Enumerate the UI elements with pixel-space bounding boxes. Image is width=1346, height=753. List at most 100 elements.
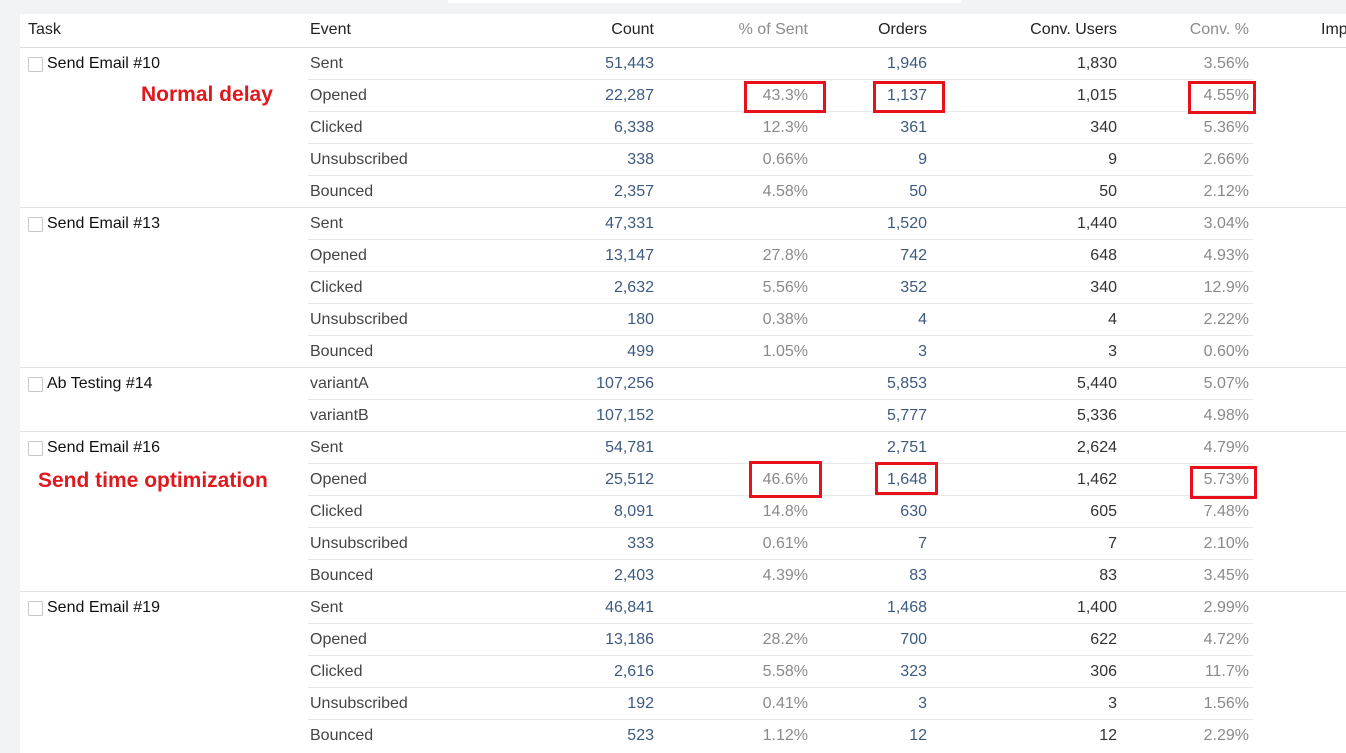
conv-users-cell: 3 bbox=[1108, 695, 1117, 712]
orders-cell[interactable]: 9 bbox=[918, 151, 927, 168]
header-conv-pct[interactable]: Conv. % bbox=[1189, 21, 1249, 38]
count-cell[interactable]: 6,338 bbox=[613, 119, 654, 136]
conv-pct-cell: 2.12% bbox=[1203, 183, 1249, 200]
conv-pct-cell: 4.55% bbox=[1203, 87, 1249, 104]
task-checkbox[interactable] bbox=[28, 216, 43, 232]
orders-cell[interactable]: 742 bbox=[900, 247, 927, 264]
count-cell[interactable]: 333 bbox=[627, 535, 654, 552]
orders-cell[interactable]: 3 bbox=[918, 343, 927, 360]
conv-users-cell: 1,440 bbox=[1076, 215, 1117, 232]
orders-cell[interactable]: 2,751 bbox=[886, 439, 927, 456]
orders-cell[interactable]: 700 bbox=[900, 631, 927, 648]
task-checkbox[interactable] bbox=[28, 376, 43, 392]
count-cell[interactable]: 25,512 bbox=[605, 471, 654, 488]
task-checkbox[interactable] bbox=[28, 56, 43, 72]
conv-users-cell: 2,624 bbox=[1076, 439, 1117, 456]
header-conv-users[interactable]: Conv. Users bbox=[1030, 21, 1117, 38]
task-name[interactable]: Send Email #19 bbox=[47, 599, 160, 616]
row-divider bbox=[308, 239, 1253, 240]
header-orders[interactable]: Orders bbox=[878, 21, 927, 38]
conv-pct-cell: 2.22% bbox=[1203, 311, 1249, 328]
count-cell[interactable]: 2,357 bbox=[613, 183, 654, 200]
orders-cell[interactable]: 50 bbox=[909, 183, 927, 200]
orders-cell[interactable]: 5,853 bbox=[886, 375, 927, 392]
count-cell[interactable]: 54,781 bbox=[605, 439, 654, 456]
orders-cell[interactable]: 5,777 bbox=[886, 407, 927, 424]
conv-users-cell: 9 bbox=[1108, 151, 1117, 168]
event-cell: Unsubscribed bbox=[310, 311, 408, 328]
count-cell[interactable]: 107,256 bbox=[596, 375, 654, 392]
task-checkbox[interactable] bbox=[28, 600, 43, 616]
group-divider bbox=[20, 367, 1346, 368]
count-cell[interactable]: 107,152 bbox=[596, 407, 654, 424]
conv-users-cell: 605 bbox=[1090, 503, 1117, 520]
orders-cell[interactable]: 352 bbox=[900, 279, 927, 296]
pct-of-sent-cell: 27.8% bbox=[762, 247, 808, 264]
task-name[interactable]: Ab Testing #14 bbox=[47, 375, 153, 392]
event-cell: Unsubscribed bbox=[310, 535, 408, 552]
row-divider bbox=[308, 143, 1253, 144]
row-divider bbox=[308, 335, 1253, 336]
orders-cell[interactable]: 1,137 bbox=[886, 87, 927, 104]
conv-pct-cell: 5.36% bbox=[1203, 119, 1249, 136]
pct-of-sent-cell: 14.8% bbox=[762, 503, 808, 520]
conv-users-cell: 7 bbox=[1108, 535, 1117, 552]
event-cell: Bounced bbox=[310, 183, 374, 200]
event-cell: Opened bbox=[310, 87, 367, 104]
task-checkbox[interactable] bbox=[28, 440, 43, 456]
pct-of-sent-cell: 0.61% bbox=[762, 535, 808, 552]
top-bar bbox=[448, 0, 962, 3]
orders-cell[interactable]: 630 bbox=[900, 503, 927, 520]
orders-cell[interactable]: 12 bbox=[909, 727, 927, 744]
count-cell[interactable]: 46,841 bbox=[605, 599, 654, 616]
event-cell: Bounced bbox=[310, 727, 374, 744]
header-event[interactable]: Event bbox=[310, 21, 351, 38]
row-divider bbox=[308, 623, 1253, 624]
header-pct-of-sent[interactable]: % of Sent bbox=[738, 21, 808, 38]
count-cell[interactable]: 13,186 bbox=[605, 631, 654, 648]
orders-cell[interactable]: 1,520 bbox=[886, 215, 927, 232]
pct-of-sent-cell: 0.41% bbox=[762, 695, 808, 712]
orders-cell[interactable]: 1,468 bbox=[886, 599, 927, 616]
events-table: Task Event Count % of Sent Orders Conv. … bbox=[20, 14, 1346, 753]
orders-cell[interactable]: 361 bbox=[900, 119, 927, 136]
orders-cell[interactable]: 7 bbox=[918, 535, 927, 552]
pct-of-sent-cell: 5.58% bbox=[762, 663, 808, 680]
count-cell[interactable]: 8,091 bbox=[613, 503, 654, 520]
count-cell[interactable]: 499 bbox=[627, 343, 654, 360]
orders-cell[interactable]: 83 bbox=[909, 567, 927, 584]
task-name[interactable]: Send Email #10 bbox=[47, 55, 160, 72]
conv-pct-cell: 4.79% bbox=[1203, 439, 1249, 456]
count-cell[interactable]: 2,632 bbox=[613, 279, 654, 296]
count-cell[interactable]: 22,287 bbox=[605, 87, 654, 104]
count-cell[interactable]: 338 bbox=[627, 151, 654, 168]
orders-cell[interactable]: 4 bbox=[918, 311, 927, 328]
orders-cell[interactable]: 3 bbox=[918, 695, 927, 712]
group-divider bbox=[20, 591, 1346, 592]
conv-users-cell: 5,336 bbox=[1076, 407, 1117, 424]
task-cell: Ab Testing #14 bbox=[28, 368, 153, 400]
count-cell[interactable]: 523 bbox=[627, 727, 654, 744]
header-count[interactable]: Count bbox=[611, 21, 654, 38]
count-cell[interactable]: 2,616 bbox=[613, 663, 654, 680]
orders-cell[interactable]: 1,648 bbox=[886, 471, 927, 488]
count-cell[interactable]: 192 bbox=[627, 695, 654, 712]
conv-users-cell: 306 bbox=[1090, 663, 1117, 680]
count-cell[interactable]: 2,403 bbox=[613, 567, 654, 584]
task-name[interactable]: Send Email #16 bbox=[47, 439, 160, 456]
conv-users-cell: 648 bbox=[1090, 247, 1117, 264]
conv-pct-cell: 2.99% bbox=[1203, 599, 1249, 616]
event-cell: Opened bbox=[310, 631, 367, 648]
orders-cell[interactable]: 1,946 bbox=[886, 55, 927, 72]
task-name[interactable]: Send Email #13 bbox=[47, 215, 160, 232]
orders-cell[interactable]: 323 bbox=[900, 663, 927, 680]
conv-pct-cell: 4.93% bbox=[1203, 247, 1249, 264]
count-cell[interactable]: 13,147 bbox=[605, 247, 654, 264]
count-cell[interactable]: 180 bbox=[627, 311, 654, 328]
count-cell[interactable]: 51,443 bbox=[605, 55, 654, 72]
header-task[interactable]: Task bbox=[28, 21, 61, 38]
conv-pct-cell: 0.60% bbox=[1203, 343, 1249, 360]
pct-of-sent-cell: 1.12% bbox=[762, 727, 808, 744]
header-imp[interactable]: Imp bbox=[1321, 21, 1346, 38]
count-cell[interactable]: 47,331 bbox=[605, 215, 654, 232]
